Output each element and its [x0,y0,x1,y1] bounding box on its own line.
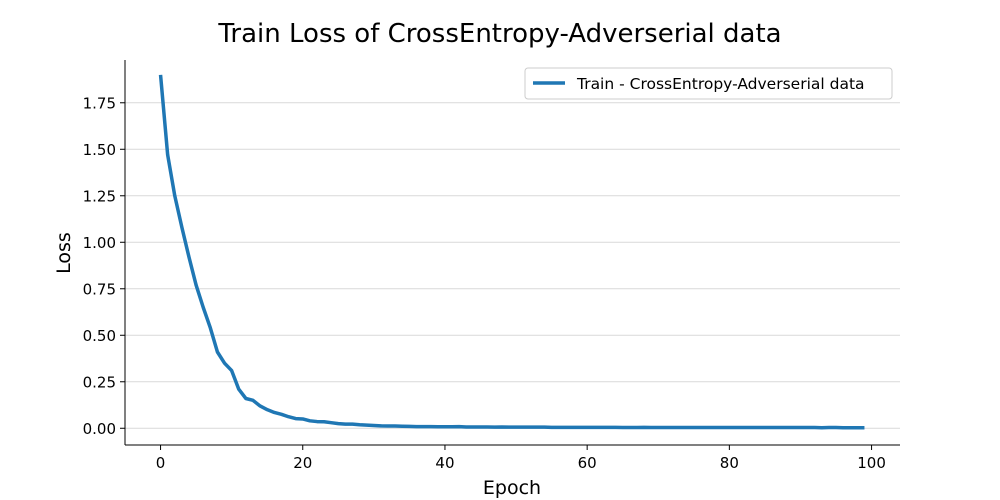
y-axis-title: Loss [53,232,75,274]
chart-title: Train Loss of CrossEntropy-Adverserial d… [217,19,781,49]
x-tick-label: 100 [857,454,886,472]
x-axis-ticks: 0 20 40 60 80 100 [156,445,886,472]
x-tick-label: 0 [156,454,166,472]
x-tick-label: 40 [435,454,454,472]
x-tick-label: 60 [578,454,597,472]
x-tick-label: 20 [293,454,312,472]
legend-frame [524,67,893,100]
y-tick-label: 0.00 [83,420,116,438]
y-tick-label: 1.00 [83,234,116,252]
y-axis-ticks: 0.00 0.25 0.50 0.75 1.00 1.25 1.50 1.75 [83,94,125,438]
legend: Train - CrossEntropy-Adverserial data [524,67,893,100]
x-axis-title: Epoch [483,477,541,499]
y-tick-label: 0.25 [83,373,116,391]
series-layer [158,74,865,430]
y-tick-label: 1.25 [83,187,116,205]
x-tick-label: 80 [720,454,739,472]
axes [124,60,900,446]
series-line [158,74,865,430]
y-tick-label: 1.50 [83,141,116,159]
legend-label: Train - CrossEntropy-Adverserial data [576,75,865,93]
y-tick-label: 0.50 [83,327,116,345]
y-tick-label: 1.75 [83,94,116,112]
grid-lines [125,102,900,429]
y-tick-label: 0.75 [83,280,116,298]
